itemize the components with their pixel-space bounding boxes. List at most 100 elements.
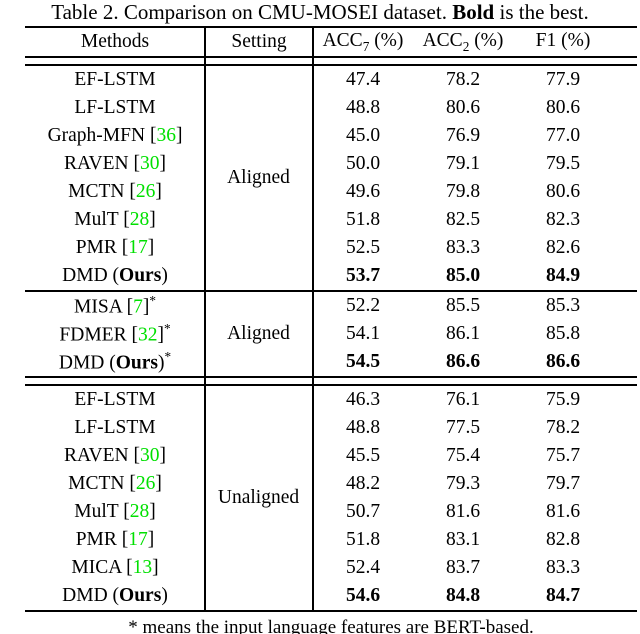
metric-value: 48.8 [345, 417, 381, 438]
metric-value: 50.7 [345, 501, 381, 522]
citation-link[interactable]: 17 [128, 237, 148, 258]
section-single-rule [25, 290, 637, 292]
metrics-header: ACC7 (%) ACC2 (%) F1 (%) [313, 30, 637, 55]
table-row: RAVEN [30] 45.5 75.4 75.7 [25, 442, 637, 470]
table-row: LF-LSTM 48.8 80.6 80.6 [25, 94, 637, 122]
citation-link[interactable]: 30 [140, 153, 160, 174]
table-row: FDMER [32]* 54.1 86.1 85.8 [25, 320, 637, 348]
table-row: LF-LSTM 48.8 77.5 78.2 [25, 414, 637, 442]
metric-value: 82.5 [445, 209, 481, 230]
metric-value: 79.8 [445, 181, 481, 202]
metric-value: 75.4 [445, 445, 481, 466]
values-cells: 53.7 85.0 84.9 [313, 265, 637, 287]
table-row: DMD (Ours)* 54.5 86.6 86.6 [25, 348, 637, 376]
table-row: EF-LSTM 46.3 76.1 75.9 [25, 386, 637, 414]
metric-value: 76.9 [445, 125, 481, 146]
method-cell: Graph-MFN [36] [47, 125, 183, 146]
table-caption: Table 2. Comparison on CMU-MOSEI dataset… [0, 0, 640, 26]
method-cell: MulT [28] [74, 209, 156, 230]
values-cells: 54.6 84.8 84.7 [313, 585, 637, 607]
table-row: MCTN [26] 49.6 79.8 80.6 [25, 178, 637, 206]
values-cells: 45.5 75.4 75.7 [313, 445, 637, 467]
citation-link[interactable]: 26 [135, 473, 156, 494]
metric-value: 49.6 [345, 181, 381, 202]
metric-subscript: 2 [462, 38, 470, 54]
metric-value: 84.9 [545, 265, 581, 286]
values-cells: 48.2 79.3 79.7 [313, 473, 637, 495]
section-double-rule [25, 376, 637, 386]
values-cells: 46.3 76.1 75.9 [313, 389, 637, 411]
metric-value: 54.1 [345, 323, 381, 344]
metric-value: 85.8 [545, 323, 581, 344]
metric-header-label: F1 (%) [535, 29, 591, 51]
metric-value: 79.7 [545, 473, 581, 494]
metric-value: 47.4 [345, 69, 381, 90]
metric-value: 50.0 [345, 153, 381, 174]
table-row: DMD (Ours) 54.6 84.8 84.7 [25, 582, 637, 610]
ours-label: Ours [119, 265, 162, 286]
table-row: MulT [28] 50.7 81.6 81.6 [25, 498, 637, 526]
table-section: Aligned MISA [7]* 52.2 85.5 85.3 FDMER [32]* 5… [25, 292, 637, 376]
table-row: PMR [17] 51.8 83.1 82.8 [25, 526, 637, 554]
citation-link[interactable]: 7 [133, 296, 143, 318]
metric-value: 79.5 [545, 153, 581, 174]
values-cells: 48.8 77.5 78.2 [313, 417, 637, 439]
method-cell: EF-LSTM [74, 69, 156, 90]
method-cell: EF-LSTM [74, 389, 156, 410]
citation-link[interactable]: 28 [129, 501, 150, 522]
values-cells: 49.6 79.8 80.6 [313, 181, 637, 203]
method-cell: PMR [17] [75, 237, 155, 258]
metric-value: 80.6 [545, 97, 581, 118]
metric-value: 77.9 [545, 69, 581, 90]
table-row: DMD (Ours) 53.7 85.0 84.9 [25, 262, 637, 290]
citation-link[interactable]: 17 [128, 529, 148, 550]
metric-value: 51.8 [345, 529, 381, 550]
values-cells: 52.4 83.7 83.3 [313, 557, 637, 579]
values-cells: 51.8 83.1 82.8 [313, 529, 637, 551]
values-cells: 45.0 76.9 77.0 [313, 125, 637, 147]
metric-value: 54.6 [345, 585, 381, 606]
metric-value: 51.8 [345, 209, 381, 230]
values-cells: 52.5 83.3 82.6 [313, 237, 637, 259]
metric-header-label: ACC7 (%) [322, 29, 404, 54]
metric-value: 45.0 [345, 125, 381, 146]
caption-suffix: is the best. [494, 0, 589, 24]
method-cell: DMD (Ours) [62, 585, 168, 606]
metric-value: 78.2 [445, 69, 481, 90]
citation-link[interactable]: 13 [132, 557, 153, 578]
metric-value: 81.6 [545, 501, 581, 522]
table-row: MICA [13] 52.4 83.7 83.3 [25, 554, 637, 582]
metric-value: 79.3 [445, 473, 481, 494]
values-cells: 51.8 82.5 82.3 [313, 209, 637, 231]
values-cells: 52.2 85.5 85.3 [313, 295, 637, 317]
citation-link[interactable]: 32 [137, 324, 158, 346]
bert-star-marker: * [163, 321, 171, 337]
metric-value: 48.2 [345, 473, 381, 494]
metric-value: 86.1 [445, 323, 481, 344]
metric-value: 77.5 [445, 417, 481, 438]
values-cells: 50.0 79.1 79.5 [313, 153, 637, 175]
metric-value: 80.6 [545, 181, 581, 202]
values-cells: 47.4 78.2 77.9 [313, 69, 637, 91]
metric-subscript: 7 [362, 38, 370, 54]
values-cells: 50.7 81.6 81.6 [313, 501, 637, 523]
ours-label: Ours [115, 352, 158, 374]
metric-value: 85.0 [445, 265, 481, 286]
table-body: Aligned EF-LSTM 47.4 78.2 77.9 LF-LSTM 48.8 80.… [25, 66, 637, 610]
citation-link[interactable]: 28 [129, 209, 150, 230]
citation-link[interactable]: 26 [135, 181, 156, 202]
method-cell: FDMER [32]* [59, 321, 171, 346]
bert-star-marker: * [164, 349, 172, 365]
method-cell: MulT [28] [74, 501, 156, 522]
metric-value: 83.1 [445, 529, 481, 550]
metric-value: 81.6 [445, 501, 481, 522]
table-row: MulT [28] 51.8 82.5 82.3 [25, 206, 637, 234]
table-row: EF-LSTM 47.4 78.2 77.9 [25, 66, 637, 94]
metric-value: 80.6 [445, 97, 481, 118]
metric-value: 83.3 [445, 237, 481, 258]
citation-link[interactable]: 36 [156, 125, 176, 146]
citation-link[interactable]: 30 [140, 445, 160, 466]
method-cell: MISA [7]* [74, 293, 156, 318]
vertical-rule-methods-setting [204, 28, 206, 610]
